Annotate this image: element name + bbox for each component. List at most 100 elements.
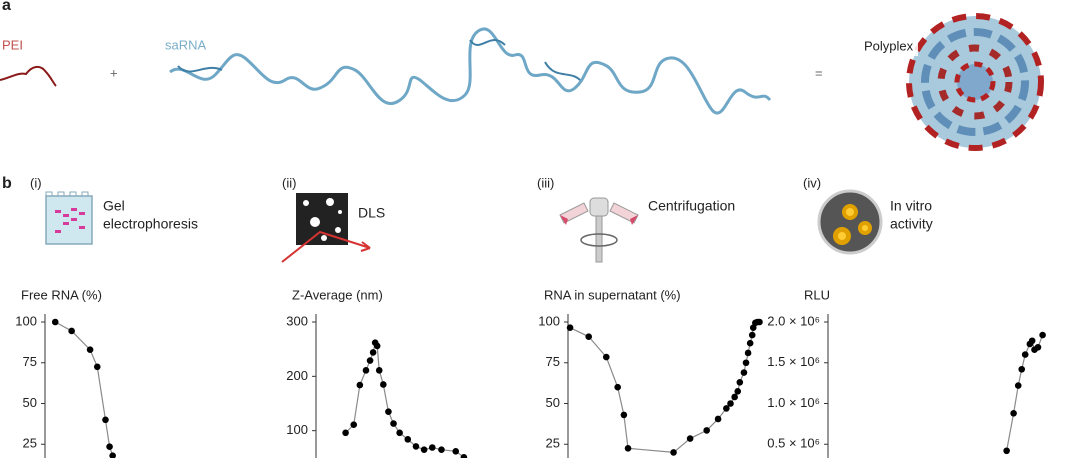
y-tick-label: 75 — [23, 354, 37, 369]
sarna-label: saRNA — [165, 37, 207, 52]
data-point — [385, 408, 392, 415]
y-tick-label: 25 — [23, 436, 37, 451]
method-label: DLS — [358, 205, 385, 221]
data-point — [369, 349, 377, 356]
data-point — [438, 446, 445, 453]
y-axis-label: RLU — [804, 287, 830, 302]
method-number: (iv) — [803, 175, 821, 190]
data-point — [106, 443, 113, 450]
data-point — [93, 363, 101, 371]
y-axis-label: RNA in supernatant (%) — [544, 287, 681, 302]
data-point — [756, 318, 763, 326]
y-axis-label: Z-Average (nm) — [292, 287, 383, 302]
polyplex-label: Polyplex — [864, 38, 914, 53]
fit-line — [54, 321, 114, 456]
pei-label: PEI — [2, 37, 23, 52]
y-tick-label: 0.5 × 10⁶ — [767, 436, 820, 451]
data-point — [1034, 343, 1042, 351]
data-point — [412, 443, 420, 450]
y-tick-label: 100 — [286, 422, 308, 437]
y-tick-label: 100 — [538, 313, 560, 328]
y-tick-label: 50 — [546, 395, 560, 410]
data-point — [1010, 409, 1017, 417]
data-point — [1039, 331, 1046, 339]
data-point — [736, 379, 744, 386]
data-point — [703, 427, 710, 434]
data-point — [1018, 365, 1026, 373]
data-point — [342, 429, 349, 437]
method-label: electrophoresis — [103, 216, 198, 232]
data-point — [714, 415, 722, 423]
data-point — [742, 359, 750, 367]
data-point — [744, 349, 752, 357]
data-point — [602, 353, 610, 361]
fit-line — [569, 321, 760, 454]
equals-sign: = — [815, 65, 823, 80]
data-point — [460, 453, 468, 458]
data-point — [624, 445, 632, 452]
y-tick-label: 1.0 × 10⁶ — [767, 395, 820, 410]
data-point — [620, 411, 628, 419]
data-point — [362, 367, 370, 374]
pei-strand — [0, 66, 57, 87]
y-tick-label: 25 — [546, 436, 560, 451]
y-tick-label: 1.5 × 10⁶ — [767, 354, 820, 369]
data-point — [109, 452, 116, 458]
data-point — [428, 444, 436, 451]
data-point — [356, 381, 364, 389]
gel-icon — [45, 191, 93, 245]
y-axis-label: Free RNA (%) — [21, 287, 102, 302]
data-point — [1021, 351, 1029, 358]
data-point — [373, 342, 381, 350]
data-point — [404, 436, 412, 443]
data-point — [746, 339, 754, 347]
data-point — [375, 367, 383, 374]
y-tick-label: 100 — [15, 313, 37, 328]
data-point — [686, 435, 694, 442]
data-point — [51, 318, 59, 326]
data-point — [102, 416, 109, 424]
y-tick-label: 75 — [546, 354, 560, 369]
data-point — [396, 429, 403, 437]
data-point — [86, 346, 94, 354]
method-label: In vitro — [890, 198, 932, 214]
method-number: (iii) — [537, 175, 554, 190]
method-label: Centrifugation — [648, 198, 735, 214]
data-point — [740, 369, 748, 376]
dls-icon — [281, 193, 371, 263]
data-point — [1014, 382, 1022, 389]
polyplex — [906, 13, 1044, 151]
method-label: activity — [890, 216, 933, 232]
polyplex-label-bg — [860, 38, 918, 56]
data-point — [566, 324, 574, 332]
sarna-strand — [169, 27, 772, 115]
data-point — [734, 387, 742, 395]
panel-label: a — [2, 0, 11, 14]
data-point — [585, 333, 592, 340]
y-tick-label: 50 — [23, 395, 37, 410]
data-point — [380, 381, 387, 388]
data-point — [731, 393, 738, 401]
data-point — [420, 446, 428, 453]
data-point — [727, 400, 734, 407]
data-point — [350, 421, 358, 428]
panel-label: b — [2, 175, 12, 192]
y-tick-label: 2.0 × 10⁶ — [767, 313, 820, 328]
data-point — [452, 448, 460, 455]
data-point — [1003, 447, 1010, 455]
data-point — [1028, 337, 1036, 345]
in-vitro-icon — [817, 189, 883, 255]
data-point — [614, 383, 621, 391]
sarna-detail — [177, 39, 581, 81]
method-number: (ii) — [282, 175, 296, 190]
data-point — [723, 405, 730, 412]
centrifuge-icon — [559, 197, 639, 263]
data-point — [366, 357, 374, 364]
data-point — [390, 420, 397, 427]
data-point — [670, 449, 677, 456]
y-tick-label: 200 — [286, 368, 308, 383]
y-tick-label: 300 — [286, 313, 308, 328]
data-point — [748, 331, 756, 339]
plus-sign: + — [110, 65, 118, 80]
